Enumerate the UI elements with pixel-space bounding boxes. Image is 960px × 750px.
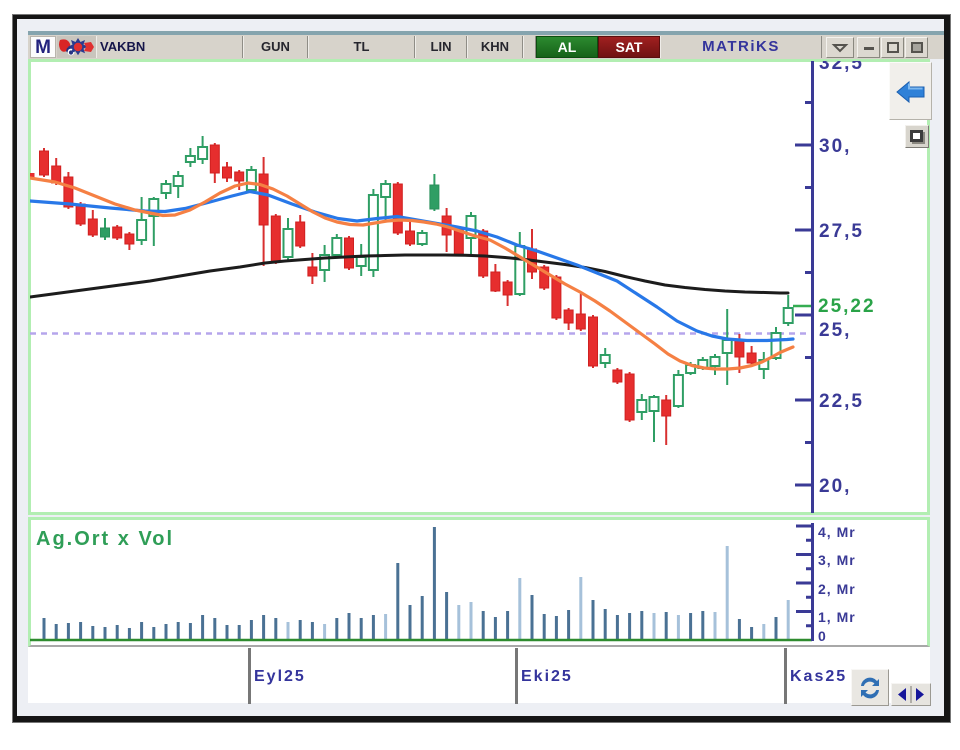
svg-text:22,5: 22,5	[819, 391, 864, 412]
svg-text:0: 0	[818, 628, 827, 644]
svg-text:4, Mr: 4, Mr	[818, 524, 856, 540]
svg-text:32,5: 32,5	[819, 61, 864, 74]
svg-text:3, Mr: 3, Mr	[818, 552, 856, 568]
svg-text:25,22: 25,22	[818, 296, 876, 317]
svg-text:2, Mr: 2, Mr	[818, 581, 856, 597]
svg-text:1, Mr: 1, Mr	[818, 609, 856, 625]
svg-text:27,5: 27,5	[819, 221, 864, 242]
svg-text:30,: 30,	[819, 136, 851, 157]
svg-text:25,: 25,	[819, 320, 851, 341]
svg-text:20,: 20,	[819, 476, 851, 497]
